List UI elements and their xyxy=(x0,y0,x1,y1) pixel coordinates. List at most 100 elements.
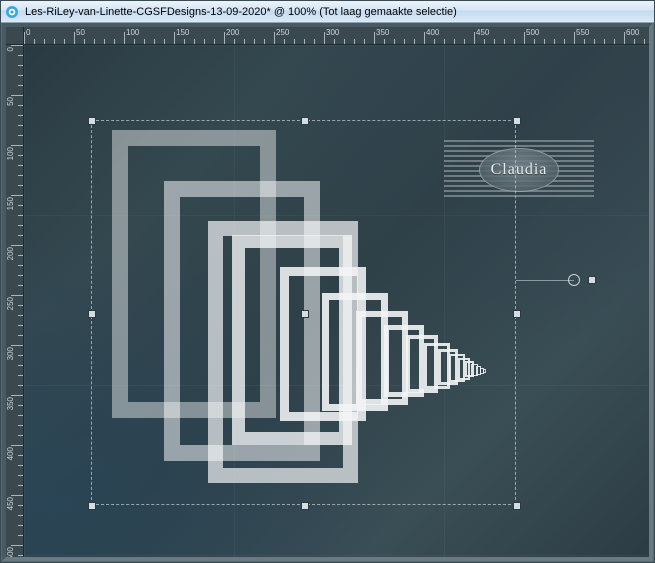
ruler-tick-minor xyxy=(34,39,35,44)
ruler-tick xyxy=(11,95,23,96)
ruler-tick xyxy=(11,545,23,546)
selection-handle[interactable] xyxy=(301,502,309,510)
app-icon xyxy=(5,5,19,19)
ruler-label: 250 xyxy=(6,297,15,310)
content-frame: 050100150200250300350400450500550600 050… xyxy=(2,23,653,561)
ruler-tick-minor xyxy=(18,235,23,236)
selection-handle[interactable] xyxy=(88,117,96,125)
ruler-tick-minor xyxy=(18,475,23,476)
ruler-tick xyxy=(11,395,23,396)
selection-handle[interactable] xyxy=(88,310,96,318)
ruler-tick xyxy=(124,32,125,44)
ruler-label: 0 xyxy=(26,28,30,37)
ruler-label: 50 xyxy=(76,28,85,37)
ruler-tick-minor xyxy=(18,75,23,76)
ruler-tick-minor xyxy=(18,285,23,286)
ruler-tick-minor xyxy=(384,39,385,44)
ruler-tick xyxy=(324,32,325,44)
ruler-tick-minor xyxy=(18,415,23,416)
ruler-label: 600 xyxy=(626,28,639,37)
ruler-tick-minor xyxy=(634,39,635,44)
ruler-tick-minor xyxy=(18,225,23,226)
ruler-tick-minor xyxy=(18,365,23,366)
ruler-tick-minor xyxy=(314,39,315,44)
ruler-tick-minor xyxy=(18,255,23,256)
pivot-line xyxy=(516,280,574,281)
ruler-label: 150 xyxy=(176,28,189,37)
ruler-tick-minor xyxy=(494,39,495,44)
ruler-tick xyxy=(11,45,23,46)
ruler-tick-minor xyxy=(18,185,23,186)
ruler-tick xyxy=(524,32,525,44)
ruler-tick-minor xyxy=(18,485,23,486)
ruler-tick-minor xyxy=(394,39,395,44)
ruler-tick-minor xyxy=(18,305,23,306)
ruler-tick xyxy=(474,32,475,44)
selection-handle[interactable] xyxy=(301,117,309,125)
selection-handle[interactable] xyxy=(513,502,521,510)
ruler-tick-minor xyxy=(164,39,165,44)
ruler-tick xyxy=(11,295,23,296)
ruler-label: 500 xyxy=(6,547,15,557)
ruler-label: 300 xyxy=(326,28,339,37)
ruler-tick-minor xyxy=(134,39,135,44)
window-title: Les-RiLey-van-Linette-CGSFDesigns-13-09-… xyxy=(25,6,457,18)
ruler-tick-minor xyxy=(294,39,295,44)
ruler-tick xyxy=(574,32,575,44)
ruler-tick-minor xyxy=(354,39,355,44)
selection-handle[interactable] xyxy=(513,310,521,318)
ruler-label: 200 xyxy=(6,247,15,260)
ruler-tick-minor xyxy=(54,39,55,44)
ruler-vertical[interactable]: 050100150200250300350400450500 xyxy=(6,45,24,557)
ruler-tick-minor xyxy=(18,125,23,126)
ruler-tick-minor xyxy=(594,39,595,44)
ruler-tick-minor xyxy=(334,39,335,44)
ruler-tick-minor xyxy=(614,39,615,44)
ruler-tick-minor xyxy=(18,555,23,556)
ruler-tick-minor xyxy=(18,405,23,406)
ruler-tick-minor xyxy=(154,39,155,44)
ruler-tick-minor xyxy=(18,465,23,466)
ruler-tick-minor xyxy=(254,39,255,44)
selection-center-handle[interactable] xyxy=(301,310,309,318)
ruler-tick-minor xyxy=(18,165,23,166)
canvas[interactable]: Claudia xyxy=(24,45,649,557)
ruler-tick-minor xyxy=(18,265,23,266)
ruler-tick-minor xyxy=(244,39,245,44)
ruler-tick-minor xyxy=(404,39,405,44)
selection-bounding-box[interactable] xyxy=(91,120,516,505)
ruler-tick-minor xyxy=(364,39,365,44)
ruler-tick-minor xyxy=(104,39,105,44)
ruler-tick xyxy=(174,32,175,44)
pivot-end-handle[interactable] xyxy=(588,276,596,284)
ruler-tick xyxy=(274,32,275,44)
ruler-tick xyxy=(74,32,75,44)
pivot-rotation-handle[interactable] xyxy=(568,274,580,286)
ruler-tick-minor xyxy=(18,205,23,206)
ruler-tick-minor xyxy=(554,39,555,44)
ruler-tick-minor xyxy=(18,65,23,66)
ruler-tick-minor xyxy=(344,39,345,44)
ruler-tick-minor xyxy=(584,39,585,44)
ruler-tick-minor xyxy=(18,55,23,56)
ruler-label: 50 xyxy=(6,97,15,106)
ruler-corner xyxy=(6,27,24,45)
selection-handle[interactable] xyxy=(88,502,96,510)
ruler-tick-minor xyxy=(444,39,445,44)
selection-handle[interactable] xyxy=(513,117,521,125)
ruler-tick-minor xyxy=(544,39,545,44)
ruler-horizontal[interactable]: 050100150200250300350400450500550600 xyxy=(24,27,649,45)
ruler-label: 250 xyxy=(276,28,289,37)
ruler-label: 100 xyxy=(6,147,15,160)
ruler-label: 450 xyxy=(476,28,489,37)
ruler-tick-minor xyxy=(564,39,565,44)
ruler-tick-minor xyxy=(434,39,435,44)
ruler-tick-minor xyxy=(94,39,95,44)
ruler-tick-minor xyxy=(604,39,605,44)
ruler-label: 0 xyxy=(6,47,15,51)
ruler-tick-minor xyxy=(18,85,23,86)
ruler-tick-minor xyxy=(504,39,505,44)
window-titlebar[interactable]: Les-RiLey-van-Linette-CGSFDesigns-13-09-… xyxy=(1,1,654,23)
ruler-tick-minor xyxy=(264,39,265,44)
ruler-tick-minor xyxy=(214,39,215,44)
